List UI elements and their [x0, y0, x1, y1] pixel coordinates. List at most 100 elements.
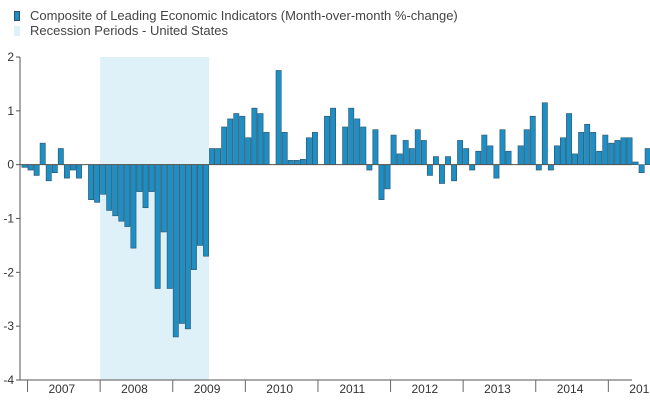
bar — [178, 164, 185, 324]
bar — [106, 164, 113, 211]
x-tick-label: 2012 — [411, 382, 438, 396]
bar — [88, 164, 94, 200]
bar — [360, 126, 367, 165]
bar — [215, 148, 222, 165]
legend-label-recession: Recession Periods - United States — [30, 23, 228, 38]
bar — [620, 137, 627, 165]
bar — [463, 148, 470, 165]
bar — [57, 148, 64, 165]
x-ticks: 2007200820092010201120122013201420152016 — [27, 380, 650, 396]
bar — [112, 164, 119, 217]
x-tick-label: 2011 — [339, 382, 365, 396]
bar — [94, 164, 101, 203]
bar — [517, 145, 524, 165]
bar — [33, 164, 40, 176]
bar — [372, 129, 379, 165]
bar — [197, 164, 203, 246]
bar — [384, 164, 391, 190]
bar — [505, 150, 512, 165]
bar — [432, 156, 439, 165]
bars-layer — [21, 70, 650, 338]
bar — [560, 137, 566, 165]
bar — [638, 164, 645, 174]
x-tick-label: 2009 — [194, 382, 221, 396]
y-tick-label: -2 — [3, 265, 14, 279]
x-tick-label: 2008 — [121, 382, 148, 396]
y-tick-label: -4 — [3, 373, 14, 387]
bar — [475, 150, 482, 165]
bar — [148, 164, 155, 192]
bar — [263, 132, 270, 165]
bar — [366, 164, 373, 171]
x-tick-label: 2010 — [266, 382, 293, 396]
y-tick-label: 1 — [7, 104, 14, 118]
bar — [644, 148, 650, 165]
bar — [142, 164, 149, 209]
bar — [251, 107, 258, 165]
bar — [354, 118, 361, 165]
bar — [233, 113, 240, 165]
bar — [287, 160, 294, 165]
x-tick-label: 2013 — [484, 382, 511, 396]
y-tick-label: 0 — [7, 158, 14, 172]
bar — [529, 115, 536, 165]
bar — [420, 140, 427, 165]
bar — [590, 132, 597, 165]
bar — [191, 164, 197, 270]
bar — [281, 132, 288, 165]
bar — [553, 145, 560, 165]
bar — [172, 164, 179, 338]
bar — [160, 164, 167, 233]
bar — [27, 164, 34, 171]
bar — [572, 153, 579, 165]
bar — [184, 164, 191, 330]
bar — [227, 118, 234, 165]
bar — [566, 113, 572, 165]
bar — [166, 164, 173, 289]
bar — [203, 164, 209, 257]
bar — [469, 164, 476, 171]
bar — [614, 140, 621, 165]
x-tick-label: 2014 — [557, 382, 584, 396]
bar — [51, 164, 58, 174]
bar — [493, 164, 500, 179]
bar — [451, 164, 458, 182]
bar — [324, 115, 330, 165]
bar — [578, 132, 585, 165]
bar — [130, 164, 137, 249]
x-tick-label: 2007 — [48, 382, 75, 396]
bar — [154, 164, 161, 289]
bar — [305, 137, 312, 165]
bar — [596, 150, 603, 165]
legend-swatch-recession — [14, 25, 20, 36]
bar — [608, 142, 615, 165]
bar — [402, 140, 409, 165]
bar — [136, 164, 143, 192]
bar — [293, 160, 300, 165]
y-ticks: 2 1 0 -1 -2 -3 -4 — [3, 50, 20, 387]
bar — [245, 137, 252, 165]
bar — [426, 164, 433, 176]
bar — [584, 123, 591, 165]
bar — [414, 129, 421, 165]
bar — [626, 137, 633, 165]
legend: Composite of Leading Economic Indicators… — [14, 8, 458, 38]
bar — [632, 161, 639, 165]
bar — [221, 126, 228, 165]
bar — [209, 148, 215, 165]
y-tick-label: 2 — [7, 50, 14, 64]
bar — [239, 115, 246, 165]
bar — [523, 129, 530, 165]
bar — [602, 134, 609, 165]
bar — [275, 70, 282, 165]
legend-item-recession: Recession Periods - United States — [14, 23, 458, 38]
bar — [481, 134, 488, 165]
bar — [299, 158, 306, 165]
bar — [408, 148, 415, 165]
recession-band — [100, 57, 210, 380]
bar — [487, 145, 494, 165]
bar — [100, 164, 107, 195]
bar — [342, 126, 349, 165]
legend-item-leading-indicators: Composite of Leading Economic Indicators… — [14, 8, 458, 23]
